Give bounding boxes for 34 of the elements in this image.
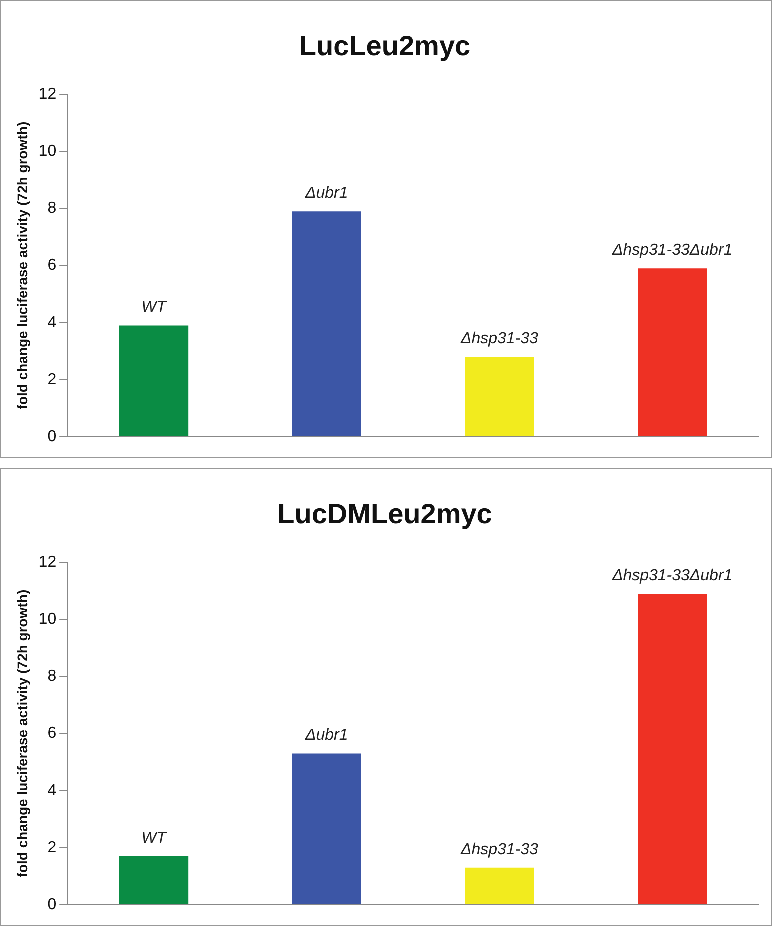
bar xyxy=(465,357,534,436)
y-tick-label: 10 xyxy=(38,143,57,160)
y-tick-label: 6 xyxy=(48,257,57,274)
y-tick-label: 4 xyxy=(48,314,57,332)
x-tick-label: Δubr1 xyxy=(304,185,348,202)
y-axis-title: fold change luciferase activity (72h growth) xyxy=(14,122,30,410)
y-axis-title: fold change luciferase activity (72h growth) xyxy=(14,590,30,878)
y-tick-label: 2 xyxy=(48,839,57,856)
x-tick-label: Δhsp31-33 xyxy=(460,330,539,348)
x-tick-label: WT xyxy=(142,299,168,316)
bar xyxy=(638,268,708,436)
y-tick-label: 12 xyxy=(38,554,57,572)
x-tick-label: Δhsp31-33Δubr1 xyxy=(611,567,733,584)
y-tick-label: 4 xyxy=(48,782,57,800)
y-tick-label: 8 xyxy=(48,668,57,686)
y-tick-label: 12 xyxy=(38,86,57,104)
y-tick-label: 2 xyxy=(48,371,57,388)
x-tick-label: Δhsp31-33Δubr1 xyxy=(611,242,733,260)
x-tick-label: Δhsp31-33 xyxy=(460,841,539,858)
y-tick-label: 6 xyxy=(48,725,57,742)
bar xyxy=(119,326,189,436)
bar xyxy=(465,868,534,904)
y-tick-label: 0 xyxy=(48,896,57,914)
bar xyxy=(292,754,362,904)
y-tick-label: 8 xyxy=(48,200,57,218)
bar xyxy=(638,594,708,904)
chart-title: LucDMLeu2myc xyxy=(278,498,492,530)
bar xyxy=(292,212,362,436)
x-tick-label: WT xyxy=(142,830,168,847)
y-tick-label: 0 xyxy=(48,428,57,446)
bar xyxy=(119,856,189,904)
chart-title: LucLeu2myc xyxy=(299,30,471,62)
x-tick-label: Δubr1 xyxy=(304,727,348,744)
y-tick-label: 10 xyxy=(38,611,57,628)
